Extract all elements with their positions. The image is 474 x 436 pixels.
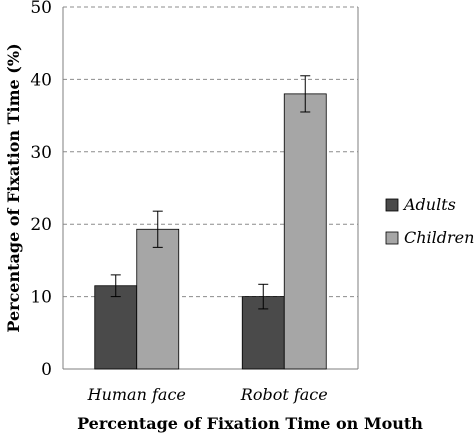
y-tick-label-20: 20	[30, 215, 52, 235]
category-labels: Human face Robot face	[87, 385, 328, 404]
category-label-robot-face: Robot face	[240, 385, 328, 404]
legend-label-adults: Adults	[402, 195, 456, 214]
x-axis-title: Percentage of Fixation Time on Mouth	[77, 414, 423, 433]
bar-children-human-face	[136, 228, 180, 370]
bar-adults-human-face	[94, 285, 138, 370]
y-axis-title: Percentage of Fixation Time (%)	[4, 43, 23, 332]
error-bar-adults-robot-face	[258, 283, 269, 310]
legend: Adults Children	[385, 195, 474, 247]
bar-children-robot-face	[283, 93, 327, 370]
y-tick-label-10: 10	[30, 288, 52, 308]
error-bar-adults-human-face	[110, 274, 121, 298]
y-tick-label-30: 30	[30, 143, 52, 163]
legend-label-children: Children	[404, 228, 474, 247]
y-tick-label-0: 0	[41, 360, 52, 380]
bars	[94, 93, 327, 370]
y-tick-label-40: 40	[30, 70, 52, 90]
legend-swatch-children	[385, 231, 399, 245]
legend-swatch-adults	[385, 198, 399, 212]
error-bar-children-robot-face	[300, 75, 311, 113]
error-bar-children-human-face	[152, 210, 163, 248]
y-tick-label-50: 50	[30, 0, 52, 18]
y-tick-labels: 0 10 20 30 40 50	[30, 0, 52, 380]
error-bars	[110, 75, 311, 310]
category-label-human-face: Human face	[87, 385, 186, 404]
